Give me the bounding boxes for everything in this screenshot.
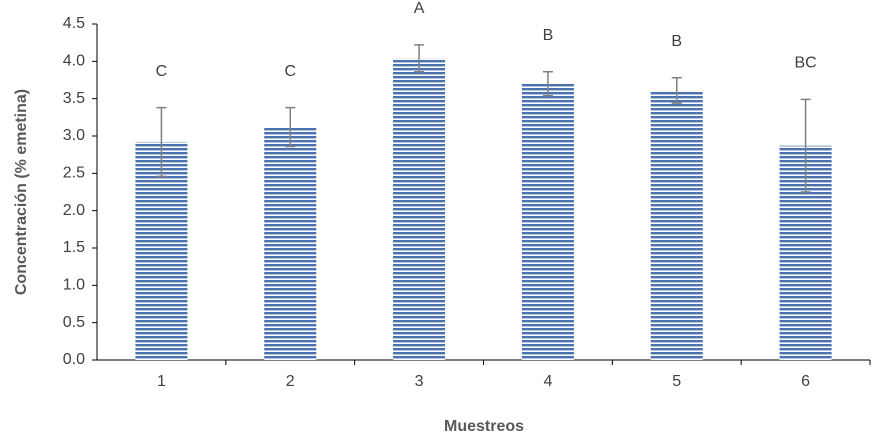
annotation: BC: [794, 55, 816, 72]
annotation: C: [156, 63, 168, 80]
annotation: B: [543, 27, 554, 44]
y-tick-label: 1.5: [63, 239, 85, 256]
bar: [521, 83, 574, 360]
bar: [135, 141, 188, 360]
annotation: C: [284, 63, 296, 80]
x-axis-title: Muestreos: [444, 418, 524, 435]
error-bar: [414, 44, 425, 73]
y-tick-label: 0.5: [63, 314, 85, 331]
y-tick-label: 1.0: [63, 277, 85, 294]
y-tick-label: 3.5: [63, 90, 85, 107]
error-bar: [671, 77, 682, 104]
y-tick-label: 4.0: [63, 53, 85, 70]
y-tick-label: 2.5: [63, 165, 85, 182]
bar: [650, 90, 703, 360]
x-tick-label: 4: [543, 373, 552, 390]
error-bar: [542, 71, 553, 97]
y-tick-label: 0.0: [63, 351, 85, 368]
y-tick-label: 2.0: [63, 202, 85, 219]
x-tick-label: 2: [286, 373, 295, 390]
error-bar: [285, 106, 296, 148]
x-tick-label: 1: [157, 373, 166, 390]
error-bar: [156, 106, 167, 178]
bar: [264, 127, 317, 360]
annotation: A: [414, 0, 425, 17]
y-tick-label: 3.0: [63, 127, 85, 144]
x-tick-label: 5: [672, 373, 681, 390]
x-tick-label: 3: [415, 373, 424, 390]
x-tick-label: 6: [801, 373, 810, 390]
annotation: B: [671, 33, 682, 50]
bar: [393, 58, 446, 360]
y-axis-title: Concentración (% emetina): [13, 89, 30, 295]
error-bar: [800, 98, 811, 193]
y-tick-label: 4.5: [63, 15, 85, 32]
